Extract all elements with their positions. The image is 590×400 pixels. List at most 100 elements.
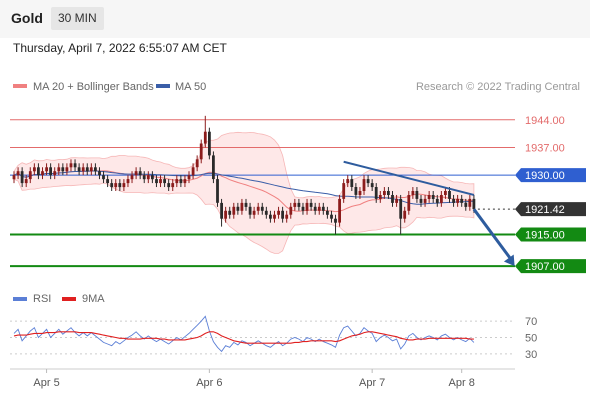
candle-body bbox=[370, 183, 374, 188]
candle-body bbox=[293, 202, 297, 207]
candle-body bbox=[387, 191, 390, 195]
candle-body bbox=[313, 206, 317, 211]
candle-body bbox=[252, 210, 256, 215]
timeframe-button[interactable]: 30 MIN bbox=[51, 7, 104, 30]
candle-body bbox=[326, 210, 329, 215]
rsi-legend-swatch bbox=[13, 297, 27, 301]
candle-body bbox=[317, 206, 321, 211]
candle-body bbox=[435, 198, 439, 203]
candle-body bbox=[220, 202, 223, 219]
candle-body bbox=[358, 191, 362, 195]
candle-body bbox=[49, 167, 52, 176]
candle-body bbox=[330, 214, 333, 219]
candle-body bbox=[167, 183, 171, 188]
level-label-last: 1921.42 bbox=[525, 204, 565, 216]
candle-body bbox=[122, 183, 126, 188]
candle-body bbox=[423, 198, 427, 203]
candle-body bbox=[106, 179, 109, 184]
candle-body bbox=[37, 167, 40, 176]
candle-body bbox=[224, 210, 227, 219]
candle-body bbox=[301, 206, 305, 211]
top-bar: Gold 30 MIN bbox=[0, 0, 590, 38]
datetime-label: Thursday, April 7, 2022 6:55:07 AM CET bbox=[13, 41, 227, 55]
candle-body bbox=[395, 198, 398, 203]
candle-body bbox=[256, 206, 260, 211]
candle-body bbox=[342, 183, 346, 199]
candle-body bbox=[444, 191, 447, 195]
rsi-legend: RSI 9MA bbox=[13, 293, 105, 305]
candle-body bbox=[264, 210, 268, 215]
candle-body bbox=[187, 175, 191, 180]
level-label-box-last bbox=[515, 202, 586, 217]
candle-body bbox=[114, 183, 118, 188]
candle-body bbox=[273, 214, 276, 219]
candle-body bbox=[20, 171, 24, 184]
candle-body bbox=[65, 167, 69, 172]
candle-body bbox=[12, 175, 16, 180]
candle-body bbox=[289, 206, 293, 215]
level-label-pivot: 1930.00 bbox=[525, 170, 565, 182]
candle-body bbox=[285, 214, 289, 219]
candle-body bbox=[94, 167, 97, 172]
bollinger-bands bbox=[13, 131, 475, 254]
candle-body bbox=[183, 179, 187, 184]
candle-body bbox=[354, 187, 358, 195]
ma50-legend-swatch bbox=[156, 84, 170, 88]
chart-drawings bbox=[343, 160, 515, 267]
x-axis-tick-label: Apr 8 bbox=[449, 377, 475, 389]
candle-body bbox=[452, 198, 455, 203]
ma9-legend-swatch bbox=[62, 297, 76, 301]
candle-body bbox=[427, 195, 431, 199]
level-label-support: 1915.00 bbox=[525, 230, 565, 242]
projection-arrow-head bbox=[503, 254, 515, 267]
instrument-name: Gold bbox=[11, 10, 43, 26]
level-label-support: 1907.00 bbox=[525, 261, 565, 273]
candle-body bbox=[118, 183, 122, 188]
candle-body bbox=[57, 167, 61, 172]
ma50-legend-label: MA 50 bbox=[175, 81, 206, 93]
candle-body bbox=[448, 191, 451, 199]
candle-body bbox=[102, 175, 105, 180]
x-axis-tick-label: Apr 7 bbox=[359, 377, 385, 389]
candle-body bbox=[281, 210, 284, 219]
rsi-line bbox=[13, 315, 475, 353]
candle-body bbox=[305, 202, 309, 211]
candle-body bbox=[89, 167, 93, 172]
candle-body bbox=[203, 131, 207, 144]
projection-arrow-shaft bbox=[472, 208, 513, 262]
candle-body bbox=[61, 167, 65, 172]
candle-body bbox=[69, 163, 73, 168]
candle-body bbox=[269, 214, 272, 219]
candle-body bbox=[321, 206, 325, 211]
candle-body bbox=[419, 198, 423, 203]
level-label-resistance: 1944.00 bbox=[525, 115, 565, 127]
candle-body bbox=[146, 175, 150, 180]
candle-body bbox=[45, 167, 48, 172]
copyright-label: Research © 2022 Trading Central bbox=[416, 81, 580, 93]
candle-body bbox=[163, 179, 166, 184]
candle-body bbox=[159, 179, 162, 184]
ma20-legend-label: MA 20 + Bollinger Bands bbox=[33, 81, 154, 93]
x-axis-tick-label: Apr 6 bbox=[196, 377, 222, 389]
candle-body bbox=[362, 179, 366, 191]
candle-body bbox=[240, 202, 244, 211]
candle-body bbox=[212, 155, 215, 180]
price-level-labels: 1944.00 1937.00 1930.00 1921.42 1915.00 1907.… bbox=[515, 115, 586, 274]
candle-body bbox=[33, 167, 36, 172]
candle-body bbox=[134, 171, 138, 176]
candle-body bbox=[297, 202, 301, 207]
candle-body bbox=[277, 210, 280, 215]
candle-body bbox=[260, 206, 264, 211]
candle-body bbox=[383, 191, 386, 195]
rsi-tick-label: 50 bbox=[525, 333, 537, 345]
candle-body bbox=[366, 179, 370, 184]
candle-body bbox=[199, 143, 203, 160]
candle-body bbox=[440, 195, 443, 203]
candle-body bbox=[407, 195, 411, 211]
ma9-legend-label: 9MA bbox=[82, 293, 105, 305]
candlesticks bbox=[12, 115, 476, 235]
candle-body bbox=[155, 179, 158, 184]
candle-body bbox=[244, 202, 248, 207]
candle-body bbox=[175, 179, 179, 184]
candle-body bbox=[191, 167, 195, 176]
